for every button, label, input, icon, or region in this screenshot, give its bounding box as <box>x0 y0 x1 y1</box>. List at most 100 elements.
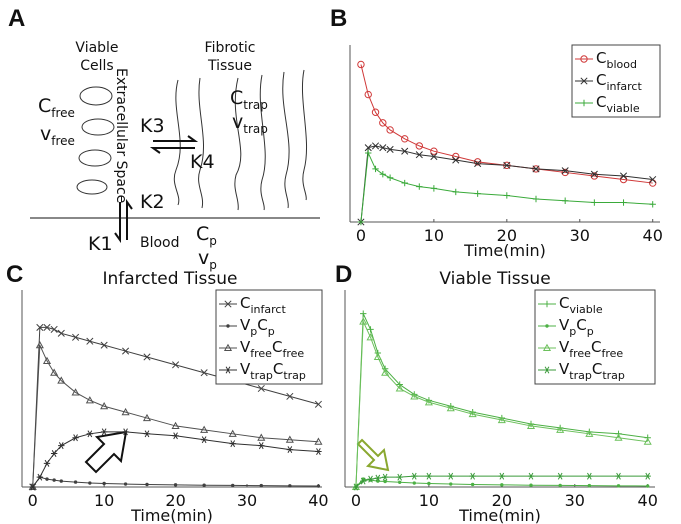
legend-main: C <box>257 316 267 334</box>
marker <box>526 421 536 429</box>
marker <box>226 324 230 328</box>
marker <box>171 421 180 429</box>
marker <box>379 144 387 152</box>
legend-sub: viable <box>569 303 602 316</box>
marker <box>498 472 506 480</box>
marker <box>143 353 151 361</box>
cell <box>79 86 113 106</box>
rate: K2 <box>140 191 165 213</box>
legend-sub: trap <box>602 369 625 382</box>
marker <box>50 450 58 457</box>
marker <box>123 482 128 486</box>
marker <box>100 341 108 349</box>
legend-label: Cviable <box>559 294 603 316</box>
marker <box>122 347 130 355</box>
marker <box>29 483 36 491</box>
marker <box>43 323 51 331</box>
marker <box>367 326 374 333</box>
legend-main: C <box>596 49 606 67</box>
panel-letter: B <box>330 5 347 32</box>
label-main: v <box>232 111 243 133</box>
chart-title: Infarcted Tissue <box>102 269 237 289</box>
legend-main: C <box>273 360 283 378</box>
marker <box>591 199 598 206</box>
fibers <box>173 69 307 211</box>
marker <box>229 440 236 448</box>
highlight-arrow <box>356 438 390 472</box>
legend-sub: blood <box>606 58 636 71</box>
x-tick-label: 0 <box>351 491 361 510</box>
label-sub: free <box>51 134 75 148</box>
marker <box>543 366 551 374</box>
legend-sub: free <box>569 347 591 360</box>
marker <box>590 170 598 178</box>
label-sub: trap <box>243 122 268 136</box>
panel-letter: A <box>8 5 25 32</box>
marker <box>386 145 394 153</box>
marker <box>427 481 431 486</box>
label: Tissue <box>207 58 252 74</box>
marker <box>145 482 149 487</box>
marker <box>474 160 482 168</box>
fiber <box>173 79 181 206</box>
marker <box>619 172 628 180</box>
marker <box>36 473 44 481</box>
marker <box>415 142 423 150</box>
legend-main: C <box>272 338 282 356</box>
chart-title: Viable Tissue <box>439 269 550 289</box>
marker <box>527 472 535 480</box>
fiber <box>282 71 290 209</box>
marker <box>231 483 235 488</box>
marker <box>401 147 409 155</box>
label: Cells <box>80 58 113 74</box>
series-line <box>32 344 319 488</box>
marker <box>371 108 380 116</box>
marker <box>644 472 651 480</box>
legend-main: C <box>591 338 601 356</box>
legend-sub: infarct <box>606 80 642 93</box>
marker <box>52 478 56 482</box>
legend-label: VfreeCfree <box>240 338 304 360</box>
label: Blood <box>140 235 180 251</box>
marker <box>73 480 78 484</box>
series-line <box>355 313 648 488</box>
x-axis-label: Time(min) <box>130 506 213 524</box>
cell <box>76 179 108 195</box>
marker <box>100 402 109 410</box>
series-line <box>355 475 648 488</box>
x-tick-label: 30 <box>570 226 590 245</box>
legend-label: Cblood <box>596 49 637 71</box>
label-sub: trap <box>243 98 268 112</box>
marker <box>102 481 106 486</box>
legend-sub: free <box>282 347 304 360</box>
series-line <box>360 151 653 223</box>
label: Extracellular Space <box>113 68 129 203</box>
marker <box>532 195 540 203</box>
legend-sub: p <box>250 325 257 338</box>
legend-sub: trap <box>569 369 592 382</box>
fiber <box>259 74 266 211</box>
marker <box>45 477 49 481</box>
marker <box>86 337 94 345</box>
label-main: C <box>196 223 209 245</box>
x-tick-label: 0 <box>356 226 366 245</box>
x-tick-label: 30 <box>565 491 585 510</box>
marker <box>224 366 232 374</box>
marker <box>580 99 588 107</box>
panel-a: A Viable Cells Fibrotic Tissue Cfree vfr… <box>8 5 320 272</box>
marker <box>503 192 511 199</box>
marker <box>401 179 408 187</box>
marker <box>172 361 180 369</box>
marker <box>366 333 375 341</box>
marker <box>430 185 438 192</box>
marker <box>286 392 294 400</box>
series-line <box>32 326 319 488</box>
marker <box>352 483 360 491</box>
legend-label: VpCp <box>559 316 594 338</box>
marker <box>643 437 652 445</box>
label-sub: free <box>51 106 75 120</box>
marker <box>585 429 594 437</box>
marker <box>649 201 656 208</box>
